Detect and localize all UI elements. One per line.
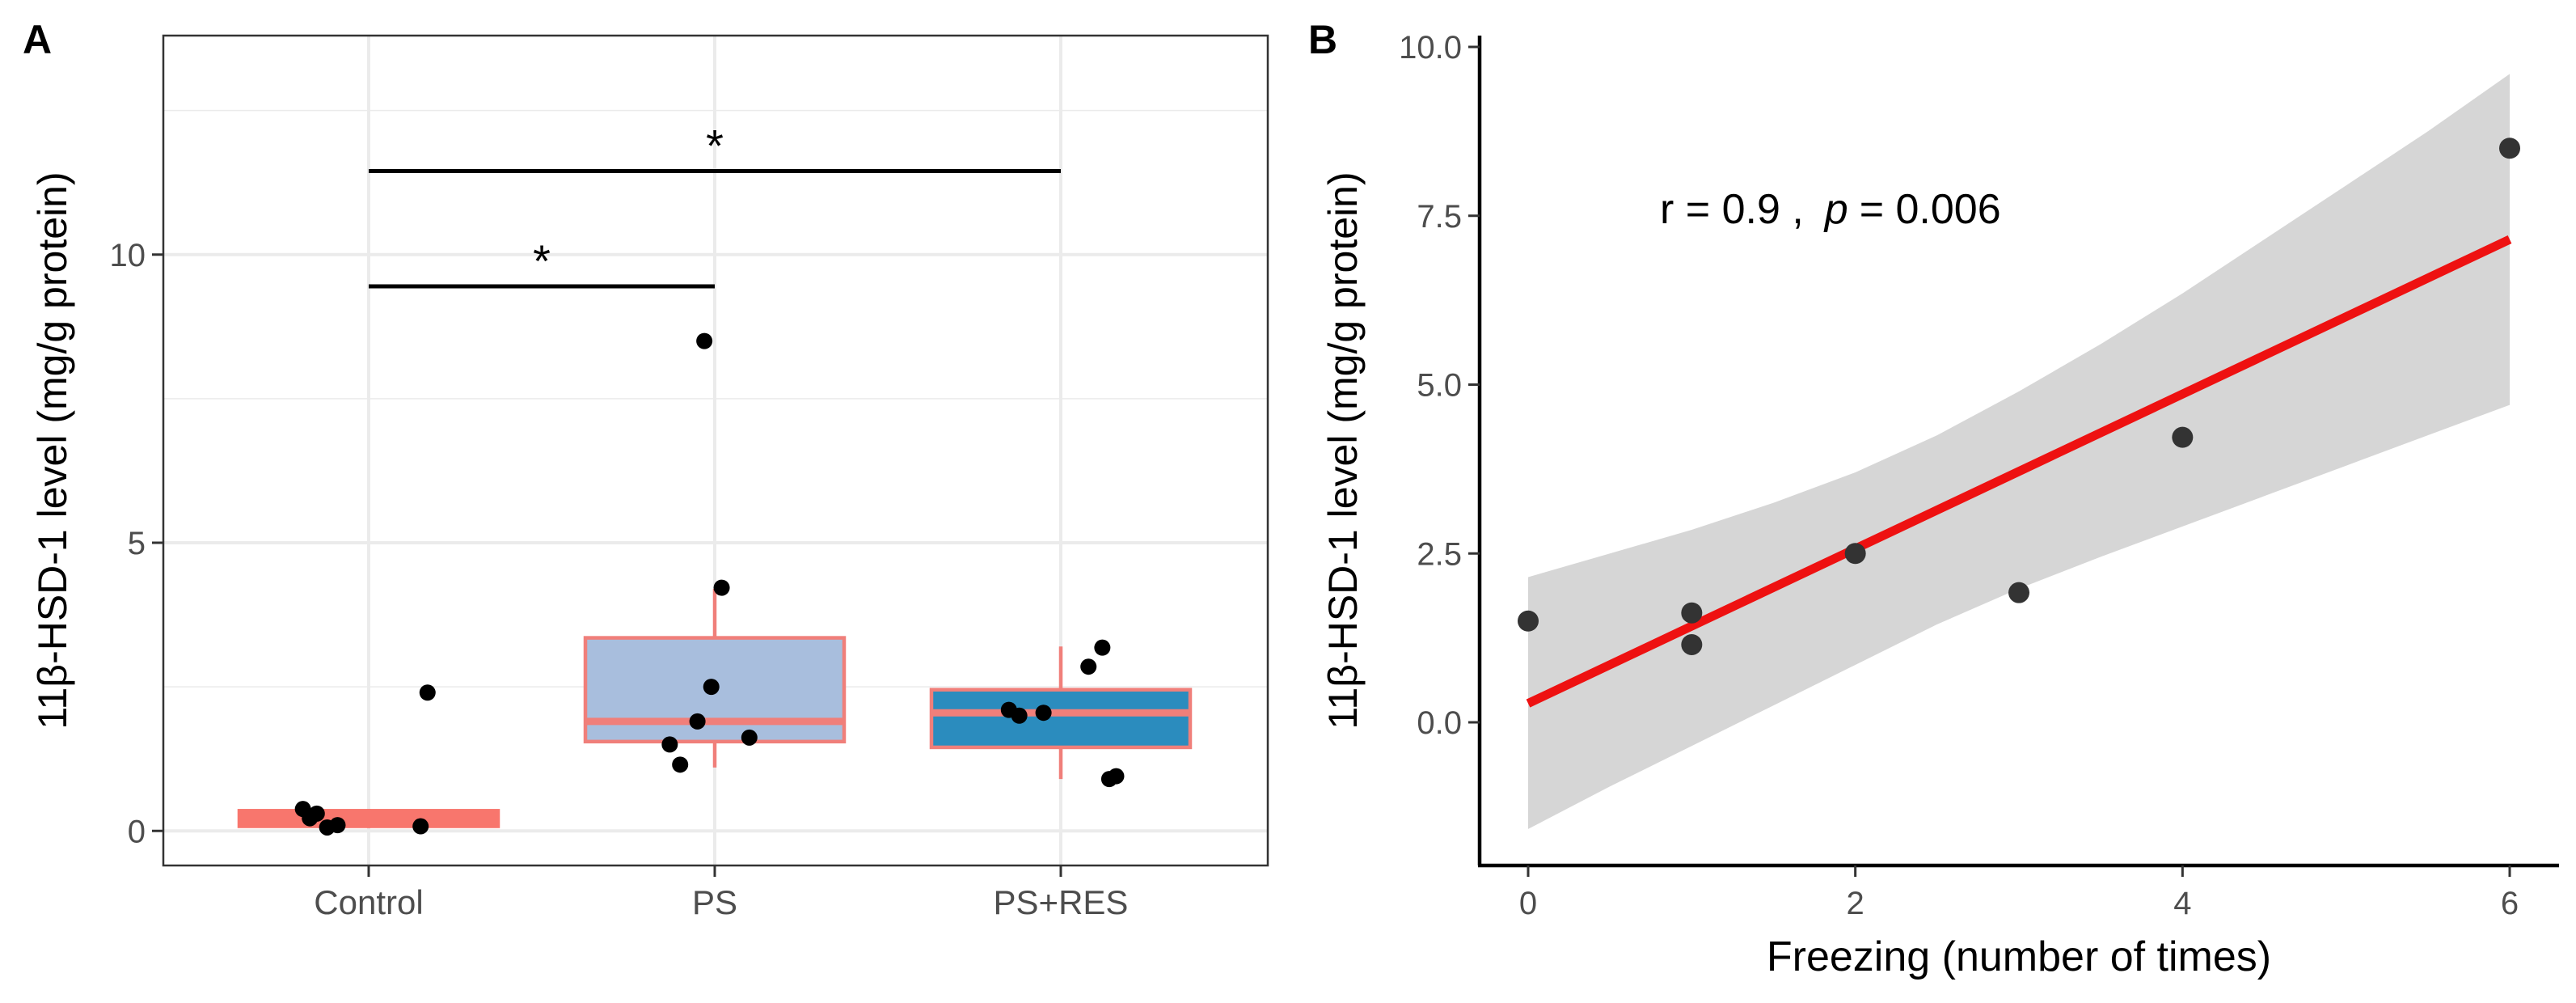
panel-a-significance: ** <box>369 120 1061 289</box>
data-point <box>329 817 346 834</box>
panel-b-label: B <box>1308 17 1337 62</box>
data-point <box>661 736 678 753</box>
annotation-p-symbol: p <box>1823 186 1848 233</box>
annotation-p-text: = 0.006 <box>1860 186 2001 233</box>
y-tick-label: 5 <box>128 526 146 561</box>
significance-star: * <box>533 235 551 286</box>
y-tick-label: 0.0 <box>1417 705 1462 741</box>
data-point <box>1681 633 1703 655</box>
x-tick-label: Control <box>314 883 423 921</box>
x-tick-label: 0 <box>1519 886 1537 921</box>
panel-b-y-axis-title: 11β-HSD-1 level (mg/g protein) <box>1320 171 1366 729</box>
x-tick-label: 4 <box>2173 886 2191 921</box>
y-tick-label: 10.0 <box>1399 30 1462 66</box>
data-point <box>1094 639 1111 656</box>
panel-b-scatter: B 0.0 2.5 5.0 7.5 10.0 0 2 4 6 r = 0.9 , p = 0.00… <box>1308 17 2559 980</box>
data-point <box>1681 602 1703 624</box>
y-tick-label: 2.5 <box>1417 536 1462 572</box>
data-point <box>1108 768 1125 785</box>
data-point <box>1011 707 1028 724</box>
data-point <box>1080 658 1097 675</box>
panel-b-confidence-band <box>1528 74 2510 829</box>
x-tick-label: PS+RES <box>994 883 1129 921</box>
data-point <box>713 579 730 596</box>
panel-a-y-axis-title: 11β-HSD-1 level (mg/g protein) <box>30 171 75 729</box>
significance-star: * <box>706 120 724 171</box>
data-point <box>419 684 436 701</box>
data-point <box>689 713 706 730</box>
panel-b-x-ticks: 0 2 4 6 <box>1519 865 2519 921</box>
data-point <box>672 756 689 773</box>
panel-b-x-axis-title: Freezing (number of times) <box>1767 933 2271 980</box>
panel-a-y-ticks: 0 5 10 <box>110 238 163 849</box>
data-point <box>412 818 429 835</box>
y-tick-label: 0 <box>128 814 146 849</box>
data-point <box>1844 543 1866 565</box>
y-tick-label: 7.5 <box>1417 199 1462 235</box>
panel-b-y-ticks: 0.0 2.5 5.0 7.5 10.0 <box>1399 30 1480 741</box>
y-tick-label: 5.0 <box>1417 368 1462 404</box>
x-tick-label: PS <box>692 883 737 921</box>
panel-a-label: A <box>23 17 52 62</box>
y-tick-label: 10 <box>110 238 146 273</box>
panel-b-correlation-annotation: r = 0.9 , p = 0.006 <box>1660 186 2001 233</box>
box-body <box>929 688 1193 750</box>
data-point <box>741 729 758 746</box>
data-point <box>308 805 325 822</box>
panel-a-points <box>294 332 1125 836</box>
box-control <box>237 809 500 828</box>
data-point <box>1035 705 1052 722</box>
box-ps-res <box>929 646 1193 780</box>
data-point <box>2499 138 2520 159</box>
data-point <box>703 679 720 696</box>
annotation-r-text: r = 0.9 , <box>1660 186 1804 233</box>
x-tick-label: 6 <box>2501 886 2519 921</box>
data-point <box>2008 582 2029 603</box>
data-point <box>696 332 713 349</box>
panel-a-x-ticks: Control PS PS+RES <box>314 865 1128 921</box>
panel-b-regression-line <box>1526 235 2512 708</box>
data-point <box>2172 426 2194 448</box>
x-tick-label: 2 <box>1847 886 1864 921</box>
panel-b-points <box>1518 138 2520 655</box>
data-point <box>1518 610 1539 632</box>
